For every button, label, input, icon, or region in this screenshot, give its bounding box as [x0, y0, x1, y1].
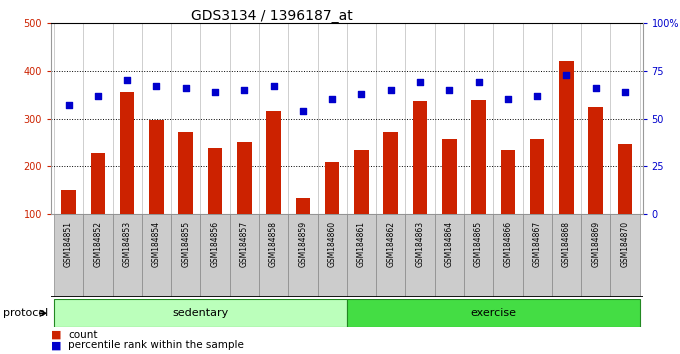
- Point: [239, 87, 250, 93]
- Text: GSM184860: GSM184860: [328, 221, 337, 267]
- Point: [561, 72, 572, 78]
- Point: [415, 79, 426, 85]
- Text: ■: ■: [51, 340, 61, 350]
- Text: GSM184862: GSM184862: [386, 221, 395, 267]
- Text: percentile rank within the sample: percentile rank within the sample: [68, 340, 244, 350]
- Bar: [500, 150, 515, 214]
- Point: [532, 93, 543, 98]
- Point: [63, 102, 74, 108]
- Bar: [142, 214, 171, 297]
- Bar: [442, 139, 457, 214]
- Bar: [318, 214, 347, 297]
- Bar: [588, 107, 603, 214]
- Text: GSM184861: GSM184861: [357, 221, 366, 267]
- Bar: [230, 214, 259, 297]
- Text: GSM184864: GSM184864: [445, 221, 454, 267]
- Text: GSM184856: GSM184856: [211, 221, 220, 267]
- Bar: [347, 299, 640, 327]
- Text: GSM184866: GSM184866: [503, 221, 512, 267]
- Bar: [207, 148, 222, 214]
- Point: [92, 93, 103, 98]
- Point: [619, 89, 630, 95]
- Bar: [559, 61, 574, 214]
- Point: [326, 97, 337, 102]
- Bar: [90, 153, 105, 214]
- Bar: [54, 214, 83, 297]
- Bar: [120, 92, 135, 214]
- Text: ■: ■: [51, 330, 61, 339]
- Bar: [288, 214, 318, 297]
- Text: protocol: protocol: [3, 308, 49, 318]
- Text: GSM184852: GSM184852: [93, 221, 103, 267]
- Text: GSM184867: GSM184867: [532, 221, 542, 267]
- Bar: [413, 101, 427, 214]
- Point: [590, 85, 601, 91]
- Point: [180, 85, 191, 91]
- Bar: [237, 142, 252, 214]
- Point: [268, 83, 279, 89]
- Bar: [617, 144, 632, 214]
- Point: [122, 78, 133, 83]
- Bar: [201, 214, 230, 297]
- Bar: [171, 214, 201, 297]
- Text: GSM184868: GSM184868: [562, 221, 571, 267]
- Bar: [581, 214, 611, 297]
- Bar: [405, 214, 435, 297]
- Text: GSM184870: GSM184870: [621, 221, 630, 267]
- Point: [503, 97, 513, 102]
- Text: GSM184859: GSM184859: [299, 221, 307, 267]
- Bar: [611, 214, 640, 297]
- Text: GSM184853: GSM184853: [122, 221, 132, 267]
- Text: GSM184869: GSM184869: [591, 221, 600, 267]
- Text: GDS3134 / 1396187_at: GDS3134 / 1396187_at: [191, 9, 353, 23]
- Bar: [54, 299, 347, 327]
- Text: sedentary: sedentary: [172, 308, 228, 318]
- Bar: [178, 132, 193, 214]
- Bar: [61, 190, 76, 214]
- Bar: [493, 214, 522, 297]
- Text: GSM184851: GSM184851: [64, 221, 73, 267]
- Text: count: count: [68, 330, 97, 339]
- Point: [386, 87, 396, 93]
- Point: [151, 83, 162, 89]
- Point: [444, 87, 455, 93]
- Bar: [530, 139, 545, 214]
- Point: [356, 91, 367, 97]
- Bar: [259, 214, 288, 297]
- Point: [473, 79, 484, 85]
- Point: [209, 89, 220, 95]
- Bar: [522, 214, 551, 297]
- Point: [297, 108, 308, 114]
- Text: GSM184855: GSM184855: [182, 221, 190, 267]
- Bar: [471, 101, 486, 214]
- Bar: [347, 214, 376, 297]
- Text: GSM184863: GSM184863: [415, 221, 424, 267]
- Text: GSM184857: GSM184857: [240, 221, 249, 267]
- Bar: [464, 214, 493, 297]
- Bar: [354, 150, 369, 214]
- Bar: [296, 198, 310, 214]
- Text: exercise: exercise: [471, 308, 516, 318]
- Bar: [551, 214, 581, 297]
- Text: GSM184858: GSM184858: [269, 221, 278, 267]
- Bar: [325, 161, 339, 214]
- Bar: [83, 214, 112, 297]
- Bar: [267, 112, 281, 214]
- Bar: [384, 132, 398, 214]
- Bar: [112, 214, 142, 297]
- Text: GSM184854: GSM184854: [152, 221, 161, 267]
- Bar: [376, 214, 405, 297]
- Text: GSM184865: GSM184865: [474, 221, 483, 267]
- Bar: [435, 214, 464, 297]
- Bar: [149, 120, 164, 214]
